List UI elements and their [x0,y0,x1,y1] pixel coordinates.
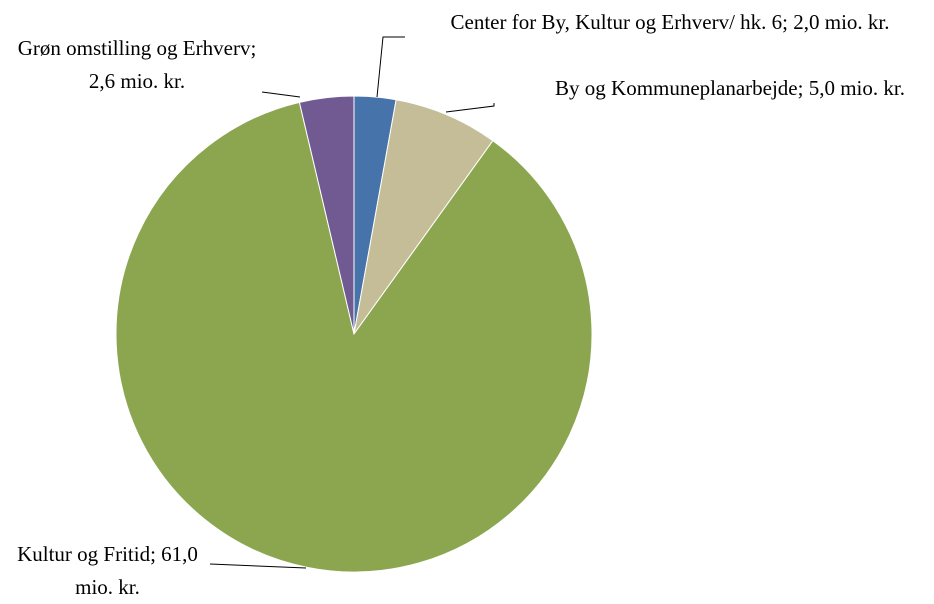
leader-line [261,91,301,98]
data-label: By og Kommuneplanarbejde; 5,0 mio. kr. [555,76,905,100]
slices [115,95,593,573]
leader-line [376,36,405,98]
pie-slice [115,101,593,573]
pie-slice [298,95,355,335]
pie-slice [353,99,494,335]
data-label: Grøn omstilling og Erhverv; 2,6 mio. kr. [17,36,257,93]
leader-line [445,103,495,113]
leader-line [209,563,307,569]
data-label: Kultur og Fritid; 61,0 mio. kr. [17,542,198,599]
data-label: Center for By, Kultur og Erhverv/ hk. 6;… [450,10,890,34]
